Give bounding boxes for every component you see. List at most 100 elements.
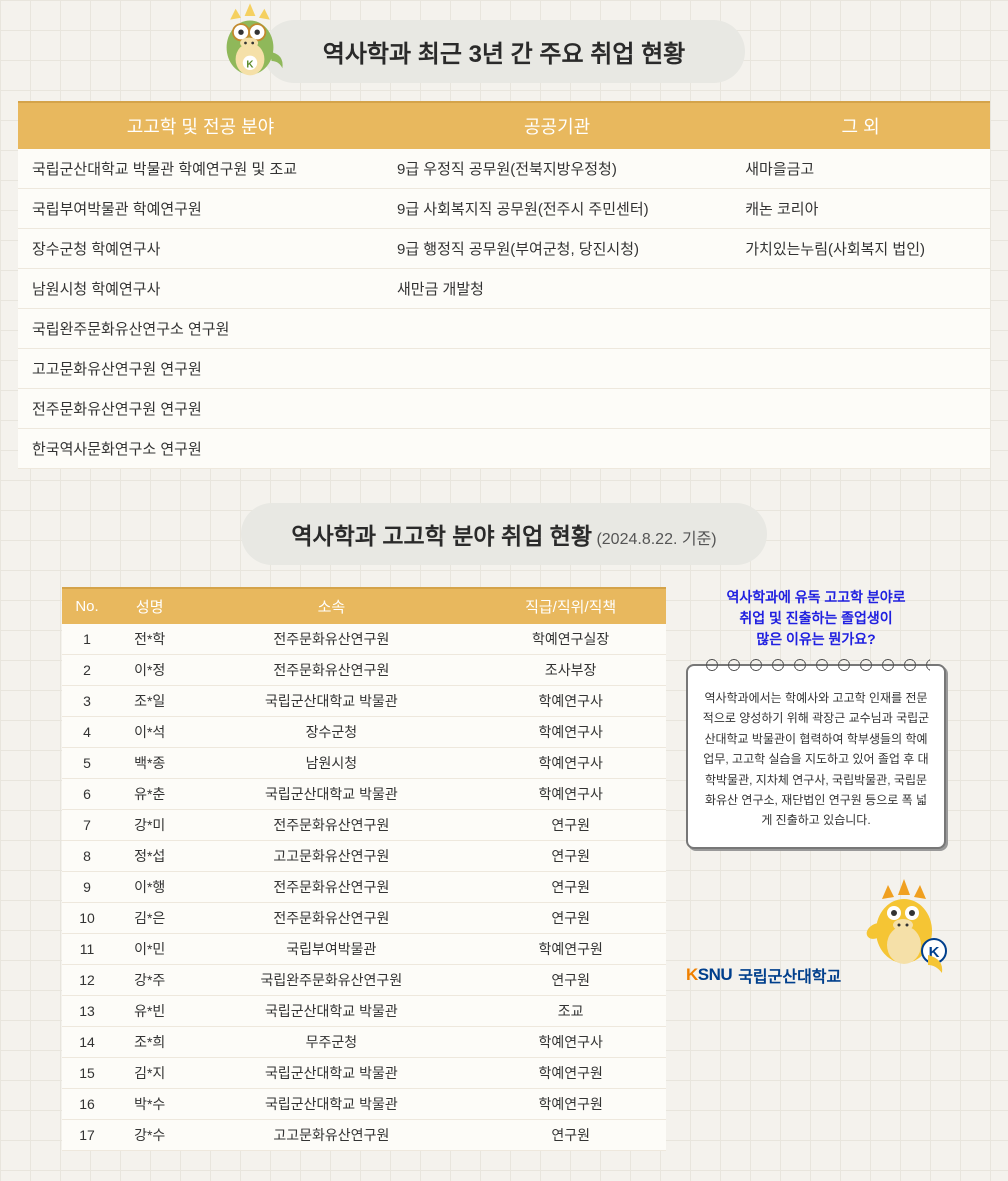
- table-cell: 학예연구사: [475, 779, 666, 810]
- table-row: 7강*미전주문화유산연구원연구원: [62, 810, 666, 841]
- table-cell: [731, 349, 990, 389]
- table-cell: 3: [62, 686, 112, 717]
- table-cell: 이*석: [112, 717, 187, 748]
- table-row: 3조*일국립군산대학교 박물관학예연구사: [62, 686, 666, 717]
- table-cell: 전주문화유산연구원 연구원: [18, 389, 383, 429]
- table-row: 11이*민국립부여박물관학예연구원: [62, 934, 666, 965]
- section1-title-banner: K 역사학과 최근 3년 간 주요 취업 현황: [263, 20, 745, 83]
- table-row: 한국역사문화연구소 연구원: [18, 429, 990, 469]
- table-row: 6유*춘국립군산대학교 박물관학예연구사: [62, 779, 666, 810]
- svg-text:K: K: [246, 59, 254, 70]
- faq-question: 역사학과에 유독 고고학 분야로 취업 및 진출하는 졸업생이 많은 이유는 뭔…: [686, 587, 946, 650]
- table-cell: 정*섭: [112, 841, 187, 872]
- table-cell: 학예연구사: [475, 717, 666, 748]
- table-cell: [383, 389, 731, 429]
- table-cell: 조사부장: [475, 655, 666, 686]
- table-cell: 박*수: [112, 1089, 187, 1120]
- table-row: 12강*주국립완주문화유산연구원연구원: [62, 965, 666, 996]
- table-cell: 김*지: [112, 1058, 187, 1089]
- table-cell: 9급 행정직 공무원(부여군청, 당진시청): [383, 229, 731, 269]
- table-cell: 학예연구사: [475, 1027, 666, 1058]
- table-cell: 연구원: [475, 841, 666, 872]
- table-cell: 6: [62, 779, 112, 810]
- table-cell: 강*미: [112, 810, 187, 841]
- table-cell: 새마을금고: [731, 149, 990, 189]
- section2-subtitle: (2024.8.22. 기준): [596, 531, 716, 548]
- table-cell: 7: [62, 810, 112, 841]
- table-cell: 국립부여박물관 학예연구원: [18, 189, 383, 229]
- table-cell: 고고문화유산연구원: [187, 1120, 475, 1151]
- table-cell: 학예연구사: [475, 686, 666, 717]
- table-cell: 14: [62, 1027, 112, 1058]
- table2-header-row: No. 성명 소속 직급/직위/직책: [62, 588, 666, 624]
- table-cell: 국립군산대학교 박물관: [187, 1089, 475, 1120]
- table-cell: [731, 389, 990, 429]
- table-cell: 13: [62, 996, 112, 1027]
- table-cell: 학예연구원: [475, 1058, 666, 1089]
- table-cell: 고고문화유산연구원: [187, 841, 475, 872]
- faq-answer-text: 역사학과에서는 학예사와 고고학 인재를 전문적으로 양성하기 위해 곽장근 교…: [702, 688, 930, 831]
- faq-q-line1: 역사학과에 유독 고고학 분야로: [726, 589, 905, 605]
- table-cell: 가치있는누림(사회복지 법인): [731, 229, 990, 269]
- table-row: 국립완주문화유산연구소 연구원: [18, 309, 990, 349]
- table-cell: 남원시청: [187, 748, 475, 779]
- logo-ko: 국립군산대학교: [738, 963, 841, 987]
- table-cell: 장수군청: [187, 717, 475, 748]
- table-cell: [383, 309, 731, 349]
- table-cell: 김*은: [112, 903, 187, 934]
- table1-col-other: 그 외: [731, 102, 990, 149]
- table-cell: 연구원: [475, 1120, 666, 1151]
- table-cell: 학예연구원: [475, 1089, 666, 1120]
- table-cell: 강*주: [112, 965, 187, 996]
- table-row: 16박*수국립군산대학교 박물관학예연구원: [62, 1089, 666, 1120]
- table-cell: 국립군산대학교 박물관: [187, 996, 475, 1027]
- table-row: 5백*종남원시청학예연구사: [62, 748, 666, 779]
- table-cell: 9급 사회복지직 공무원(전주시 주민센터): [383, 189, 731, 229]
- table-cell: [731, 269, 990, 309]
- table-cell: [731, 429, 990, 469]
- table1-col-archaeology: 고고학 및 전공 분야: [18, 102, 383, 149]
- table-row: 4이*석장수군청학예연구사: [62, 717, 666, 748]
- table-cell: [731, 309, 990, 349]
- table-cell: 국립군산대학교 박물관 학예연구원 및 조교: [18, 149, 383, 189]
- table-cell: 백*종: [112, 748, 187, 779]
- table-cell: 이*정: [112, 655, 187, 686]
- table-row: 13유*빈국립군산대학교 박물관조교: [62, 996, 666, 1027]
- table-cell: 전주문화유산연구원: [187, 624, 475, 655]
- table-cell: 이*행: [112, 872, 187, 903]
- table-cell: 4: [62, 717, 112, 748]
- table-row: 장수군청 학예연구사9급 행정직 공무원(부여군청, 당진시청)가치있는누림(사…: [18, 229, 990, 269]
- table-cell: 새만금 개발청: [383, 269, 731, 309]
- table-cell: 강*수: [112, 1120, 187, 1151]
- table-cell: [383, 349, 731, 389]
- table-cell: 전주문화유산연구원: [187, 655, 475, 686]
- table-cell: 무주군청: [187, 1027, 475, 1058]
- table-row: 14조*희무주군청학예연구사: [62, 1027, 666, 1058]
- table-cell: 5: [62, 748, 112, 779]
- table-cell: 학예연구원: [475, 934, 666, 965]
- table-cell: 유*춘: [112, 779, 187, 810]
- table-row: 10김*은전주문화유산연구원연구원: [62, 903, 666, 934]
- table1-header-row: 고고학 및 전공 분야 공공기관 그 외: [18, 102, 990, 149]
- table-cell: 10: [62, 903, 112, 934]
- table-cell: 17: [62, 1120, 112, 1151]
- table1-col-public: 공공기관: [383, 102, 731, 149]
- table-row: 고고문화유산연구원 연구원: [18, 349, 990, 389]
- mascot-logo-area: K KSNU 국립군산대학교: [686, 879, 946, 999]
- table-cell: 9: [62, 872, 112, 903]
- table-cell: 연구원: [475, 810, 666, 841]
- archaeology-employment-table: No. 성명 소속 직급/직위/직책 1전*학전주문화유산연구원학예연구실장2이…: [62, 587, 666, 1151]
- table-cell: 국립완주문화유산연구원: [187, 965, 475, 996]
- table-row: 8정*섭고고문화유산연구원연구원: [62, 841, 666, 872]
- table-cell: 유*빈: [112, 996, 187, 1027]
- section2-title-banner: 역사학과 고고학 분야 취업 현황 (2024.8.22. 기준): [241, 503, 766, 565]
- table-row: 국립군산대학교 박물관 학예연구원 및 조교9급 우정직 공무원(전북지방우정청…: [18, 149, 990, 189]
- table-cell: 캐논 코리아: [731, 189, 990, 229]
- table2-col-no: No.: [62, 588, 112, 624]
- table-row: 전주문화유산연구원 연구원: [18, 389, 990, 429]
- table-cell: [383, 429, 731, 469]
- table-cell: 전*학: [112, 624, 187, 655]
- table-cell: 11: [62, 934, 112, 965]
- mascot-dragon-green-icon: K: [205, 0, 295, 88]
- table-row: 2이*정전주문화유산연구원조사부장: [62, 655, 666, 686]
